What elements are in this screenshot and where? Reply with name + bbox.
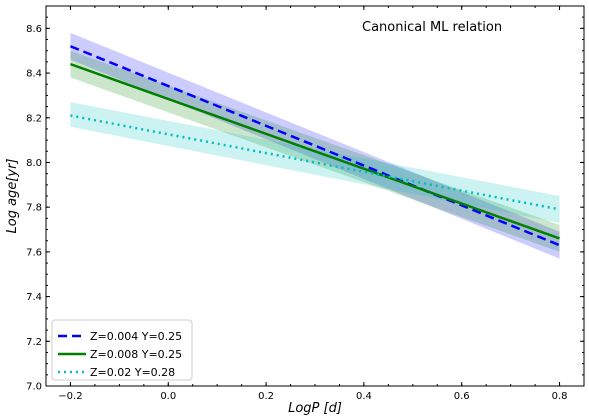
legend-box — [51, 319, 193, 381]
line-series-2 — [70, 62, 560, 240]
legend-label-2: Z=0.008 Y=0.25 — [90, 348, 182, 361]
x-tick-label: 0.6 — [454, 391, 470, 402]
y-tick-label: 7.6 — [26, 247, 42, 258]
y-axis-title: Log age[yr] — [5, 159, 20, 234]
y-tick-label: 8.2 — [26, 113, 42, 124]
x-tick-label: 0.8 — [552, 391, 568, 402]
y-tick-label: 7.8 — [26, 203, 42, 214]
y-tick-label: 7.4 — [26, 292, 42, 303]
legend-entries: Z=0.004 Y=0.25 Z=0.008 Y=0.25 Z=0.02 Y=0.2… — [58, 330, 182, 379]
y-tick-label: 8.6 — [26, 24, 42, 35]
x-axis-ticks: −0.2 0.0 0.2 0.4 0.6 0.8 — [45, 6, 585, 402]
chart-annotation: Canonical ML relation — [362, 20, 502, 35]
x-tick-label: 0.2 — [258, 391, 274, 402]
x-axis-title: LogP [d] — [288, 401, 342, 416]
band-series-3 — [70, 102, 560, 223]
y-tick-label: 7.2 — [26, 337, 42, 348]
y-tick-label: 7.0 — [26, 382, 42, 393]
y-tick-label: 8.0 — [26, 158, 42, 169]
line-series-1 — [69, 45, 561, 247]
y-axis-ticks: 7.0 7.2 7.4 7.6 7.8 8.0 8.2 8.4 8.6 — [26, 5, 584, 393]
y-tick-label: 8.4 — [26, 69, 42, 80]
legend-label-3: Z=0.02 Y=0.28 — [90, 366, 175, 379]
legend: Z=0.004 Y=0.25 Z=0.008 Y=0.25 Z=0.02 Y=0.2… — [51, 319, 193, 381]
x-tick-label: 0.4 — [356, 391, 372, 402]
x-tick-label: 0.0 — [160, 391, 176, 402]
legend-label-1: Z=0.004 Y=0.25 — [90, 330, 182, 343]
x-tick-label: −0.2 — [58, 391, 82, 402]
series-lines — [69, 45, 561, 247]
line-series-3 — [70, 114, 560, 211]
band-series-1 — [70, 32, 560, 259]
